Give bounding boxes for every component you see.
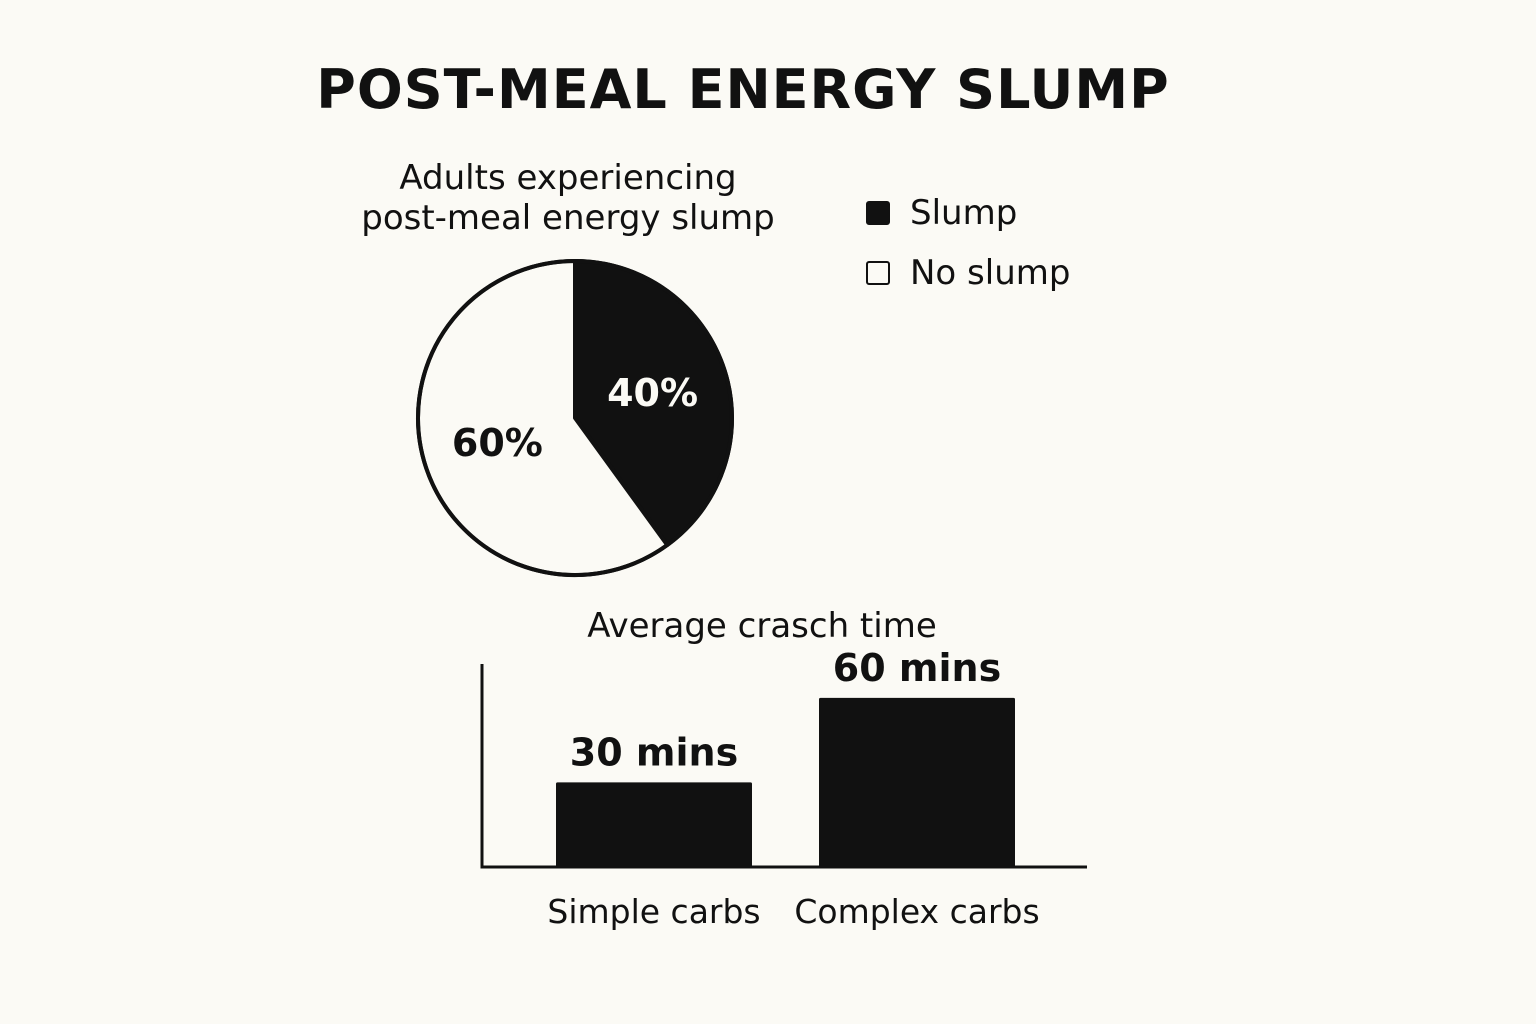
bar-complex-carbs (819, 697, 1015, 867)
legend-item-slump: Slump (866, 190, 1070, 236)
legend-label-no-slump: No slump (910, 253, 1071, 293)
bar-value-label-simple-carbs: 30 mins (570, 730, 738, 774)
legend-item-no-slump: No slump (866, 250, 1070, 296)
bar-value-label-complex-carbs: 60 mins (833, 646, 1001, 690)
x-tick-label-simple-carbs: Simple carbs (547, 892, 760, 931)
chart-title: POST-MEAL ENERGY SLUMP (316, 58, 1170, 121)
pie-label-no-slump: 60% (452, 421, 543, 465)
x-tick-label-complex-carbs: Complex carbs (794, 892, 1039, 931)
pie-subtitle-line-1: Adults experiencing (399, 158, 737, 198)
pie-legend: Slump No slump (866, 190, 1070, 310)
legend-swatch-no-slump (866, 261, 890, 285)
bar-chart-title: Average crasch time (587, 606, 937, 646)
bar-simple-carbs (556, 782, 752, 867)
pie-subtitle-line-2: post-meal energy slump (361, 198, 775, 238)
pie-label-slump: 40% (607, 371, 698, 415)
legend-label-slump: Slump (910, 193, 1018, 233)
legend-swatch-slump (866, 201, 890, 225)
pie-outline (416, 259, 734, 577)
pie-chart-subtitle: Adults experiencing post-meal energy slu… (308, 158, 828, 238)
